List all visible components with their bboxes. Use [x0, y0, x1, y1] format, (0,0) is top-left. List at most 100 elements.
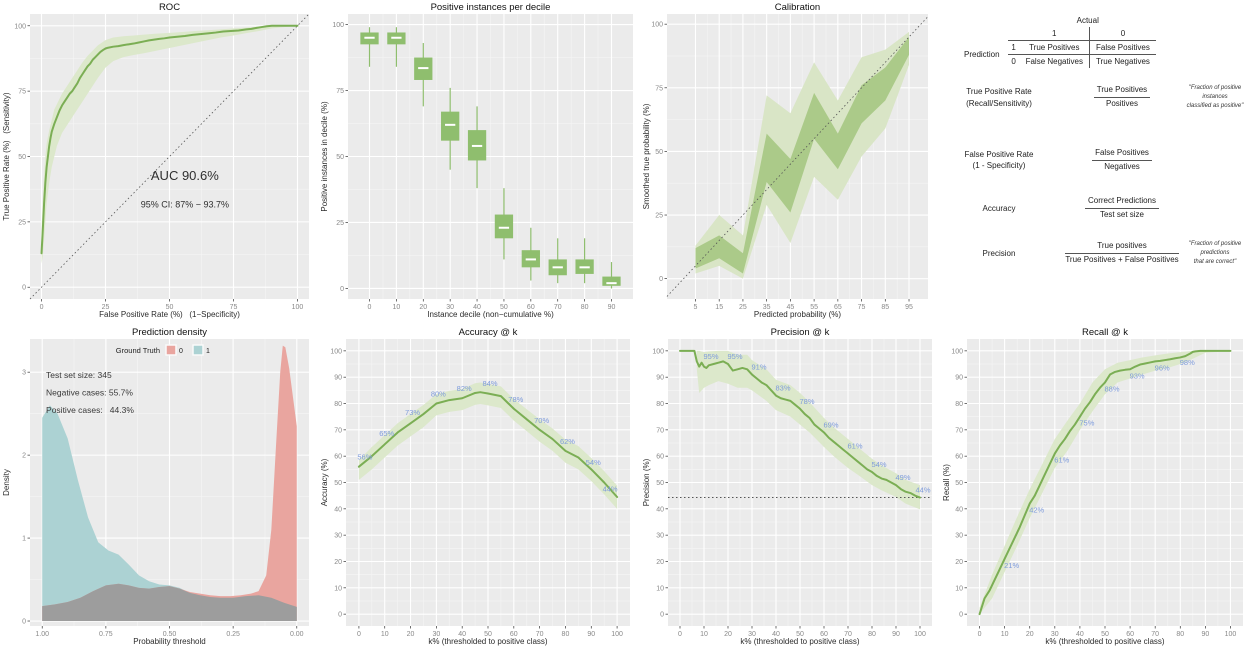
- definition-formula: False Positives Negatives: [1092, 148, 1152, 173]
- confusion-matrix: Actual 1 0 Prediction 1 True Positives F…: [958, 14, 1156, 68]
- svg-text:100: 100: [611, 631, 623, 638]
- svg-text:Ground Truth: Ground Truth: [116, 346, 160, 355]
- svg-text:73%: 73%: [405, 408, 420, 417]
- svg-text:100: 100: [1225, 631, 1237, 638]
- definition-note: "Fraction of positive predictions that a…: [1188, 241, 1242, 265]
- decile-chart-svg: 0 10 20 30 40 50 60 70 80 90 0 25 50 75 100 Instance de…: [320, 2, 633, 319]
- definition-formula: True positives True Positives + False Po…: [1065, 241, 1179, 264]
- svg-text:10: 10: [1001, 631, 1009, 638]
- svg-text:90: 90: [608, 304, 616, 311]
- svg-text:70: 70: [656, 427, 664, 434]
- density-annotation: Positive cases: 44.3%: [46, 405, 134, 415]
- svg-text:70: 70: [844, 631, 852, 638]
- confusion-matrix-cell-tp: True Positives: [1019, 40, 1090, 55]
- svg-text:0: 0: [22, 619, 26, 626]
- svg-text:0: 0: [978, 631, 982, 638]
- svg-text:60: 60: [510, 631, 518, 638]
- svg-text:98%: 98%: [1180, 358, 1195, 367]
- precision-ribbon-0: [696, 350, 920, 510]
- svg-text:40: 40: [772, 631, 780, 638]
- svg-text:100: 100: [951, 348, 963, 355]
- definition-row-accuracy: Accuracy Correct Predictions Test set si…: [936, 196, 1250, 221]
- accuracy-x-axis-label: k% (thresholded to positive class): [428, 637, 548, 646]
- precision-value-labels: 95% 95% 91% 83% 78% 69% 61% 54% 49% 44%: [703, 352, 930, 494]
- precision-at-k-panel: 95% 95% 91% 83% 78% 69% 61% 54% 49% 44% 0 10 20 30 40 5…: [640, 325, 940, 650]
- svg-text:10: 10: [392, 304, 400, 311]
- svg-text:65: 65: [834, 304, 842, 311]
- svg-text:30: 30: [334, 533, 342, 540]
- svg-text:70%: 70%: [534, 416, 549, 425]
- svg-text:75: 75: [230, 304, 238, 311]
- recall-x-axis-label: k% (thresholded to positive class): [1045, 637, 1165, 646]
- calibration-panel: 5 15 25 35 45 55 65 75 85 95 0 25 50 75 100 Predicted p…: [640, 0, 936, 323]
- overlap-density: [42, 583, 297, 622]
- svg-text:91%: 91%: [751, 363, 766, 372]
- precision-y-axis-label: Precision (%): [642, 458, 651, 506]
- svg-text:95%: 95%: [727, 352, 742, 361]
- calibration-title: Calibration: [775, 2, 820, 13]
- precision-gridlines: [668, 339, 932, 626]
- confusion-matrix-cell-fp: False Positives: [1089, 40, 1156, 55]
- svg-text:40: 40: [473, 304, 481, 311]
- confusion-matrix-column-group-label: Actual: [1076, 16, 1099, 25]
- svg-text:85: 85: [881, 304, 889, 311]
- svg-text:75: 75: [858, 304, 866, 311]
- svg-text:0: 0: [179, 348, 183, 355]
- svg-text:30: 30: [748, 631, 756, 638]
- svg-text:50: 50: [334, 480, 342, 487]
- svg-text:80: 80: [562, 631, 570, 638]
- accuracy-value-labels: 56% 65% 73% 80% 82% 84% 78% 70% 62% 54% 44%: [357, 379, 618, 493]
- decile-boxplots: [360, 27, 621, 289]
- svg-text:0: 0: [678, 631, 682, 638]
- svg-text:35: 35: [763, 304, 771, 311]
- roc-title: ROC: [159, 2, 180, 13]
- svg-text:40: 40: [1076, 631, 1084, 638]
- svg-text:0: 0: [660, 612, 664, 619]
- svg-text:80: 80: [1176, 631, 1184, 638]
- svg-text:1.00: 1.00: [35, 631, 49, 638]
- svg-text:44%: 44%: [915, 486, 930, 495]
- svg-text:54%: 54%: [871, 460, 886, 469]
- prediction-density-panel: Test set size: 345 Negative cases: 55.7% P…: [0, 325, 318, 650]
- svg-text:100: 100: [14, 23, 26, 30]
- svg-text:25: 25: [739, 304, 747, 311]
- svg-text:50: 50: [655, 149, 663, 156]
- svg-text:1: 1: [22, 536, 26, 543]
- svg-text:80: 80: [656, 401, 664, 408]
- svg-text:0: 0: [40, 304, 44, 311]
- class-1-density: [42, 405, 297, 622]
- svg-text:60: 60: [656, 454, 664, 461]
- svg-text:78%: 78%: [508, 395, 523, 404]
- svg-text:93%: 93%: [1130, 371, 1145, 380]
- svg-text:75: 75: [655, 85, 663, 92]
- confusion-matrix-col-1: 1: [1019, 27, 1090, 41]
- svg-text:20: 20: [724, 631, 732, 638]
- svg-text:56%: 56%: [357, 453, 372, 462]
- svg-text:0: 0: [659, 276, 663, 283]
- confusion-matrix-row-0: 0: [1011, 57, 1016, 66]
- svg-text:40: 40: [955, 506, 963, 513]
- calibration-ribbon-1: [695, 36, 910, 274]
- accuracy-chart-svg: 56% 65% 73% 80% 82% 84% 78% 70% 62% 54% 44% 0 10 20 30…: [320, 327, 630, 646]
- svg-text:90: 90: [955, 375, 963, 382]
- svg-text:20: 20: [656, 559, 664, 566]
- density-x-axis-label: Probability threshold: [133, 637, 205, 646]
- svg-text:70: 70: [955, 427, 963, 434]
- svg-text:95: 95: [905, 304, 913, 311]
- roc-y-axis-label: True Positive Rate (%) (Sensitivity): [2, 92, 11, 221]
- svg-text:0.50: 0.50: [163, 631, 177, 638]
- svg-text:75: 75: [18, 89, 26, 96]
- svg-text:80: 80: [955, 401, 963, 408]
- density-annotation: Test set size: 345: [46, 370, 112, 380]
- svg-text:0.25: 0.25: [226, 631, 240, 638]
- svg-text:100: 100: [651, 22, 663, 29]
- svg-text:40: 40: [334, 506, 342, 513]
- roc-annotation: 95% CI: 87% − 93.7%: [141, 199, 229, 209]
- svg-text:30: 30: [656, 533, 664, 540]
- calibration-y-axis-label: Smoothed true probability (%): [642, 103, 651, 209]
- svg-text:61%: 61%: [1054, 456, 1069, 465]
- svg-text:55: 55: [810, 304, 818, 311]
- svg-text:50: 50: [955, 480, 963, 487]
- svg-text:50: 50: [336, 154, 344, 161]
- confusion-matrix-row-1: 1: [1007, 40, 1020, 55]
